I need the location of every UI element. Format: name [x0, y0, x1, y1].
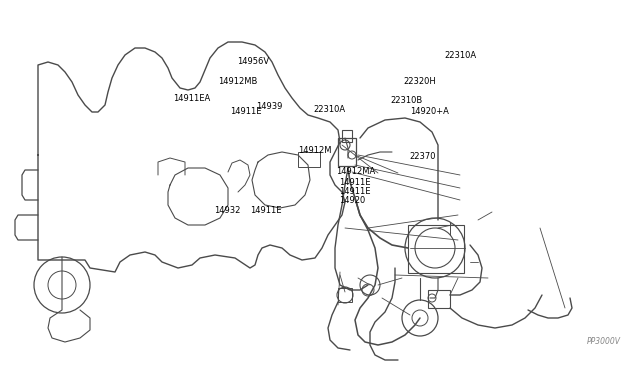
Text: 14920: 14920 [339, 196, 365, 205]
Text: 14912M: 14912M [298, 146, 331, 155]
Bar [298, 152, 320, 167]
Text: 14912MA: 14912MA [336, 167, 375, 176]
Text: 14911E: 14911E [339, 187, 371, 196]
Text: 14911E: 14911E [230, 107, 262, 116]
Text: 22310A: 22310A [445, 51, 477, 60]
Bar [408, 225, 464, 273]
Bar [338, 138, 356, 166]
Text: PP3000V: PP3000V [587, 337, 621, 346]
Bar [428, 290, 450, 308]
Text: 14911EA: 14911EA [173, 94, 210, 103]
Text: 14911E: 14911E [250, 206, 281, 215]
Text: 14920+A: 14920+A [410, 107, 449, 116]
Text: 14912MB: 14912MB [218, 77, 257, 86]
Text: 22310A: 22310A [314, 105, 346, 114]
Text: 22320H: 22320H [403, 77, 436, 86]
Text: 14911E: 14911E [339, 178, 371, 187]
Bar [342, 130, 352, 142]
Text: 22310B: 22310B [390, 96, 422, 105]
Text: 14956V: 14956V [237, 57, 269, 66]
Bar [338, 288, 352, 302]
Text: 14939: 14939 [256, 102, 282, 110]
Text: 14932: 14932 [214, 206, 240, 215]
Text: 22370: 22370 [410, 152, 436, 161]
